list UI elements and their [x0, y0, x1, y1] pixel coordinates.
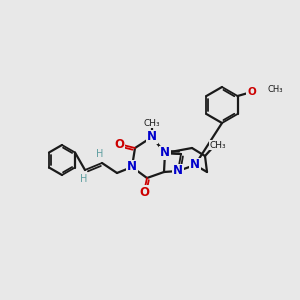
Text: O: O	[247, 87, 256, 97]
Text: N: N	[127, 160, 137, 173]
Text: CH₃: CH₃	[210, 140, 226, 149]
Text: N: N	[173, 164, 183, 178]
Text: H: H	[80, 174, 88, 184]
Text: O: O	[114, 137, 124, 151]
Text: N: N	[190, 158, 200, 172]
Text: N: N	[160, 146, 170, 160]
Text: H: H	[96, 149, 104, 159]
Text: N: N	[147, 130, 157, 143]
Text: CH₃: CH₃	[144, 118, 160, 127]
Text: O: O	[139, 185, 149, 199]
Text: CH₃: CH₃	[268, 85, 283, 94]
